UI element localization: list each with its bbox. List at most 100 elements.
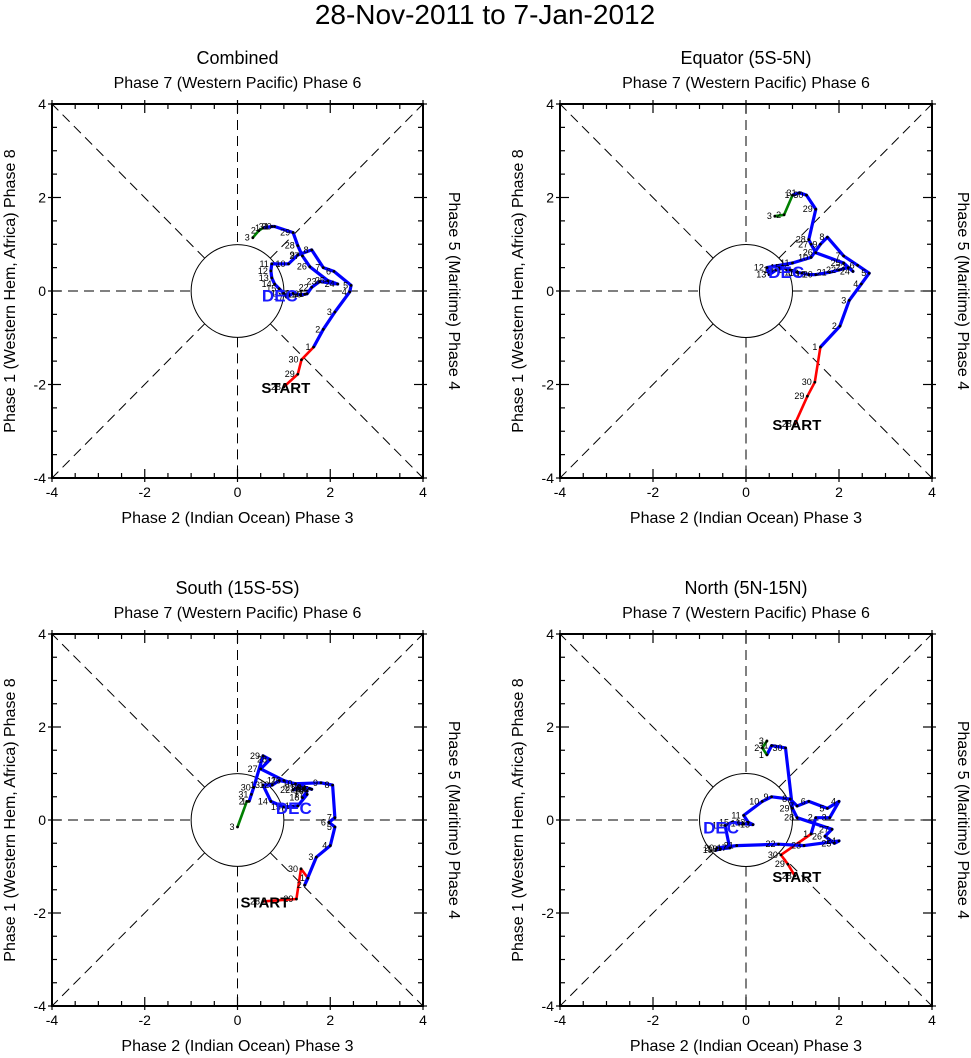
panel-top-right: Equator (5S-5N) Phase 7 (Western Pacific)… bbox=[510, 48, 971, 527]
day-point bbox=[828, 816, 832, 820]
day-label: 1 bbox=[306, 342, 311, 352]
day-label: 16 bbox=[777, 265, 787, 275]
day-point bbox=[856, 263, 859, 267]
day-label: 30 bbox=[288, 864, 298, 874]
day-point bbox=[336, 282, 340, 286]
day-label: 17 bbox=[717, 843, 727, 853]
day-point bbox=[268, 758, 272, 761]
panel-title: South (15S-5S) bbox=[175, 578, 299, 598]
day-label: 26 bbox=[271, 775, 281, 785]
day-point bbox=[788, 268, 792, 272]
day-point bbox=[296, 372, 300, 376]
day-label: 23 bbox=[835, 263, 845, 273]
day-point bbox=[791, 261, 794, 265]
day-point bbox=[328, 844, 332, 847]
day-point bbox=[805, 394, 809, 398]
day-label: 31 bbox=[786, 188, 796, 198]
day-label: 12 bbox=[754, 263, 764, 273]
day-point bbox=[746, 820, 750, 824]
day-label: 6 bbox=[326, 266, 331, 276]
day-label: 3 bbox=[822, 813, 827, 823]
y-tick-label: -2 bbox=[542, 377, 555, 393]
trajectory-nov bbox=[262, 867, 310, 903]
day-label: 1 bbox=[241, 796, 246, 806]
day-label: 17 bbox=[784, 267, 794, 277]
day-point bbox=[814, 816, 818, 820]
day-point bbox=[303, 786, 307, 789]
day-label: 3 bbox=[245, 233, 250, 243]
day-label: 25 bbox=[299, 784, 309, 794]
day-point bbox=[782, 213, 786, 217]
y-tick-label: 4 bbox=[38, 96, 46, 112]
day-label: 26 bbox=[812, 831, 822, 841]
day-point bbox=[823, 834, 827, 838]
day-point bbox=[307, 786, 311, 790]
bottom-axis-label: Phase 2 (Indian Ocean) Phase 3 bbox=[121, 510, 353, 527]
day-point bbox=[813, 380, 817, 384]
day-label: 24 bbox=[840, 266, 850, 276]
x-tick-label: -4 bbox=[554, 484, 567, 500]
day-label: 16 bbox=[271, 288, 281, 298]
day-label: 3 bbox=[308, 852, 313, 862]
day-point bbox=[715, 846, 719, 850]
day-point bbox=[760, 746, 764, 750]
day-point bbox=[247, 800, 251, 803]
panel-title: Equator (5S-5N) bbox=[680, 48, 811, 68]
day-point bbox=[819, 345, 822, 349]
day-label: 22 bbox=[280, 785, 290, 795]
y-tick-label: 4 bbox=[546, 626, 554, 642]
day-point bbox=[765, 739, 769, 743]
day-label: 5 bbox=[343, 280, 348, 290]
day-label: 27 bbox=[819, 824, 829, 834]
x-tick-label: -2 bbox=[139, 484, 152, 500]
bottom-axis-label: Phase 2 (Indian Ocean) Phase 3 bbox=[121, 1038, 353, 1055]
day-label: 11 bbox=[731, 810, 740, 820]
day-label: 16 bbox=[712, 821, 722, 831]
day-label: 19 bbox=[703, 845, 713, 855]
day-point bbox=[236, 825, 239, 829]
x-tick-label: 0 bbox=[234, 1012, 242, 1028]
day-point bbox=[301, 254, 304, 258]
diagonal-guide bbox=[778, 323, 933, 479]
y-tick-label: 0 bbox=[38, 283, 46, 299]
day-point bbox=[300, 358, 303, 362]
day-label: 8 bbox=[782, 794, 787, 804]
day-point bbox=[250, 793, 253, 796]
day-label: 2 bbox=[832, 321, 837, 331]
x-tick-label: 4 bbox=[419, 484, 427, 500]
day-label: 19 bbox=[796, 270, 806, 280]
day-label: 14 bbox=[731, 819, 741, 829]
day-point bbox=[795, 270, 799, 274]
day-label: 20 bbox=[292, 289, 302, 299]
day-label: 3 bbox=[229, 822, 234, 832]
day-label: 1 bbox=[759, 750, 764, 760]
day-label: 4 bbox=[853, 279, 858, 289]
y-tick-label: -2 bbox=[34, 905, 47, 921]
y-tick-label: 2 bbox=[38, 190, 46, 206]
day-label: 6 bbox=[850, 260, 855, 270]
day-label: 26 bbox=[297, 262, 307, 272]
trajectory-nov bbox=[793, 346, 822, 425]
day-label: 30 bbox=[262, 221, 272, 231]
day-point bbox=[793, 874, 797, 878]
day-label: 1 bbox=[300, 873, 305, 883]
day-point bbox=[296, 244, 300, 248]
day-label: 28 bbox=[782, 871, 792, 881]
day-point bbox=[269, 269, 273, 273]
day-label: 1 bbox=[803, 829, 808, 839]
day-label: 2 bbox=[754, 743, 759, 753]
diagonal-guide bbox=[559, 633, 714, 788]
day-point bbox=[294, 782, 297, 786]
day-label: 12 bbox=[735, 817, 745, 827]
day-label: 29 bbox=[794, 391, 804, 401]
day-point bbox=[825, 235, 829, 239]
amplitude-circle bbox=[699, 244, 793, 338]
day-label: 7 bbox=[315, 263, 320, 273]
day-label: 10 bbox=[282, 779, 292, 789]
day-point bbox=[795, 804, 799, 808]
day-label: 28 bbox=[782, 419, 792, 429]
day-point bbox=[282, 779, 286, 782]
day-point bbox=[770, 795, 773, 799]
day-label: 2 bbox=[297, 880, 302, 890]
trajectory-dec bbox=[714, 744, 841, 852]
